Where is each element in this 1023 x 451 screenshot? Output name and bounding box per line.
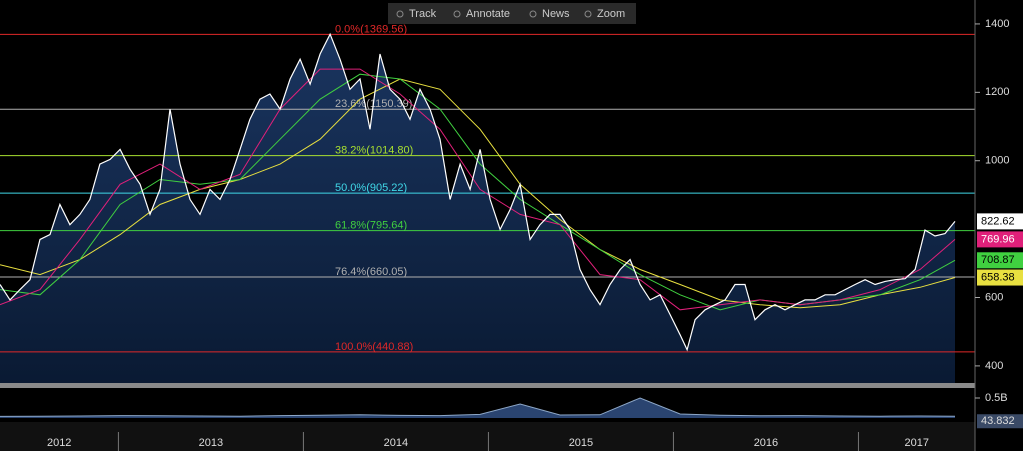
price-panel: 0.0%(1369.56)23.6%(1150.39)38.2%(1014.80… — [0, 23, 975, 383]
last-value-box — [977, 231, 1023, 248]
toolbar: Track Annotate News Zoom — [388, 3, 636, 24]
y-tick-label: 400 — [985, 360, 1003, 372]
x-tick-label: 2014 — [384, 437, 408, 449]
toolbar-button[interactable]: Zoom — [597, 8, 625, 20]
fib-label: 100.0%(440.88) — [335, 341, 413, 353]
y-tick-label: 1400 — [985, 18, 1009, 30]
y-tick-label: 600 — [985, 291, 1003, 303]
last-value-box — [977, 269, 1023, 286]
price-area — [0, 34, 955, 383]
last-value-label: 822.62 — [981, 215, 1015, 227]
toolbar-icon — [396, 10, 404, 18]
last-value-label: 658.38 — [981, 271, 1015, 283]
volume-panel — [0, 397, 956, 418]
volume-last-label: 43.832 — [981, 415, 1015, 427]
x-axis-band — [0, 422, 975, 451]
last-value-label: 769.96 — [981, 233, 1015, 245]
volume-last-box — [977, 414, 1023, 429]
toolbar-icon — [584, 10, 592, 18]
moving-average-line — [0, 68, 956, 311]
last-value-box — [977, 213, 1023, 230]
fib-label: 61.8%(795.64) — [335, 220, 407, 232]
toolbar-bg — [388, 3, 636, 24]
last-value-label: 708.87 — [981, 254, 1015, 266]
toolbar-icon — [453, 10, 461, 18]
toolbar-icon — [529, 10, 537, 18]
x-tick-label: 2017 — [904, 437, 928, 449]
x-tick-label: 2016 — [754, 437, 778, 449]
last-value-box — [977, 252, 1023, 269]
moving-average-line — [0, 78, 956, 309]
x-tick-label: 2012 — [47, 437, 71, 449]
x-tick-label: 2015 — [569, 437, 593, 449]
y-tick-label: 1000 — [985, 155, 1009, 167]
y-tick-label: 1200 — [985, 86, 1009, 98]
toolbar-button[interactable]: Annotate — [466, 8, 510, 20]
volume-tick-label: 0.5B — [985, 392, 1008, 404]
toolbar-button[interactable]: Track — [409, 8, 437, 20]
fib-label: 38.2%(1014.80) — [335, 145, 413, 157]
panel-separator — [0, 383, 975, 388]
fib-label: 50.0%(905.22) — [335, 182, 407, 194]
x-tick-label: 2013 — [199, 437, 223, 449]
fib-label: 76.4%(660.05) — [335, 266, 407, 278]
toolbar-button[interactable]: News — [542, 8, 570, 20]
fib-label: 0.0%(1369.56) — [335, 23, 407, 35]
volume-line — [0, 397, 956, 417]
price-line — [0, 32, 956, 352]
